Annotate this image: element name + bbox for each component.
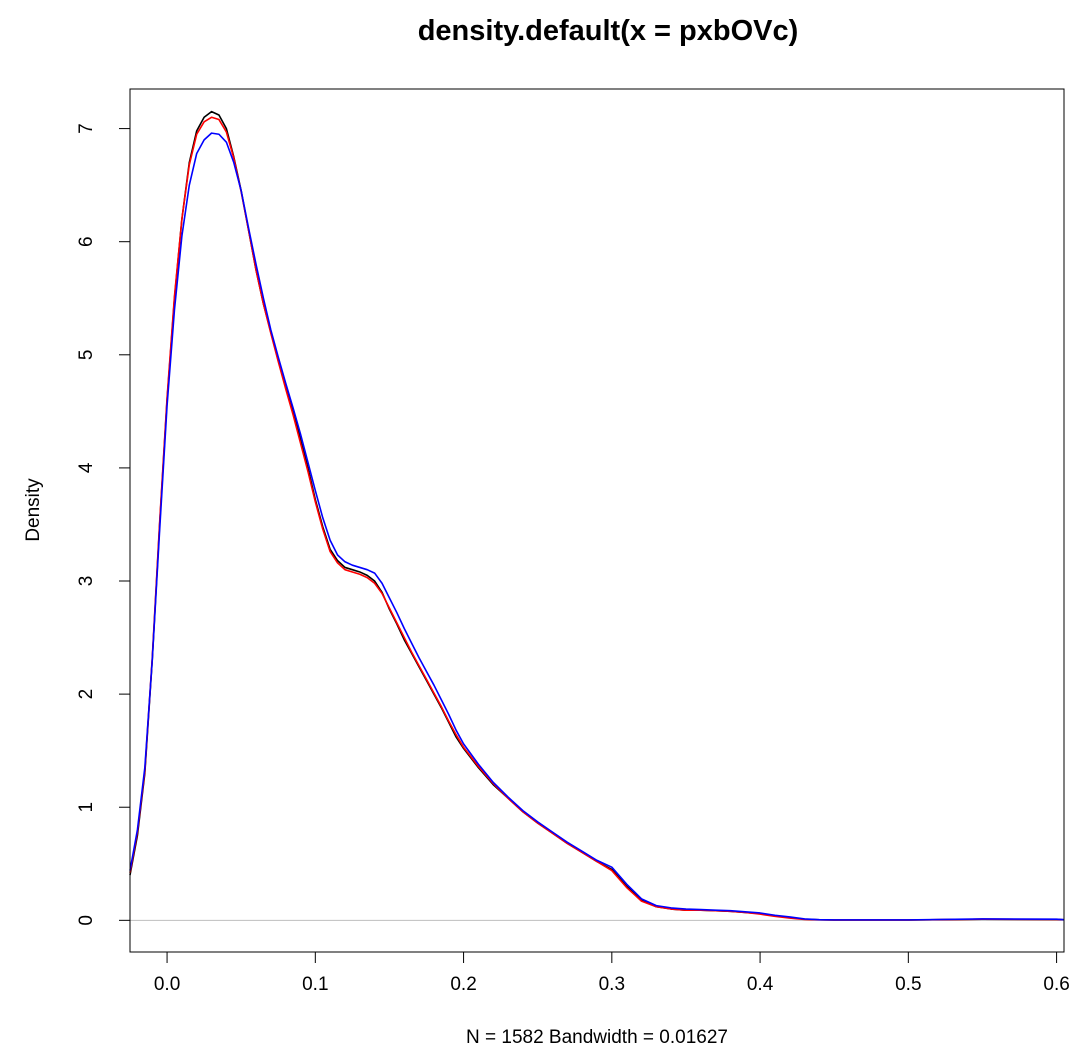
series-layer (129, 110, 1065, 921)
x-axis-label: N = 1582 Bandwidth = 0.01627 (466, 1027, 728, 1048)
x-tick-label: 0.5 (895, 974, 921, 995)
x-tick-label: 0.6 (1043, 974, 1069, 995)
density-curve-1 (129, 110, 1065, 921)
y-tick-label: 4 (76, 462, 97, 473)
y-tick-label: 2 (76, 689, 97, 700)
y-tick-label: 0 (76, 915, 97, 926)
y-tick-label: 1 (76, 802, 97, 813)
density-curve-3 (129, 132, 1065, 921)
y-axis-label: Density (23, 478, 44, 542)
x-tick-label: 0.0 (154, 974, 180, 995)
plot-border (129, 88, 1065, 953)
y-axis: 0 1 2 3 4 5 6 7 (76, 123, 130, 926)
y-tick-label: 5 (76, 350, 97, 361)
chart-title: density.default(x = pxbOVc) (418, 15, 799, 47)
x-tick-label: 0.4 (747, 974, 774, 995)
x-tick-label: 0.3 (599, 974, 625, 995)
y-tick-label: 7 (76, 123, 97, 134)
density-curve-2 (129, 116, 1065, 921)
y-tick-label: 3 (76, 576, 97, 587)
x-tick-label: 0.1 (302, 974, 328, 995)
x-tick-label: 0.2 (450, 974, 476, 995)
x-axis: 0.0 0.1 0.2 0.3 0.4 0.5 0.6 (154, 952, 1070, 995)
y-tick-label: 6 (76, 236, 97, 247)
